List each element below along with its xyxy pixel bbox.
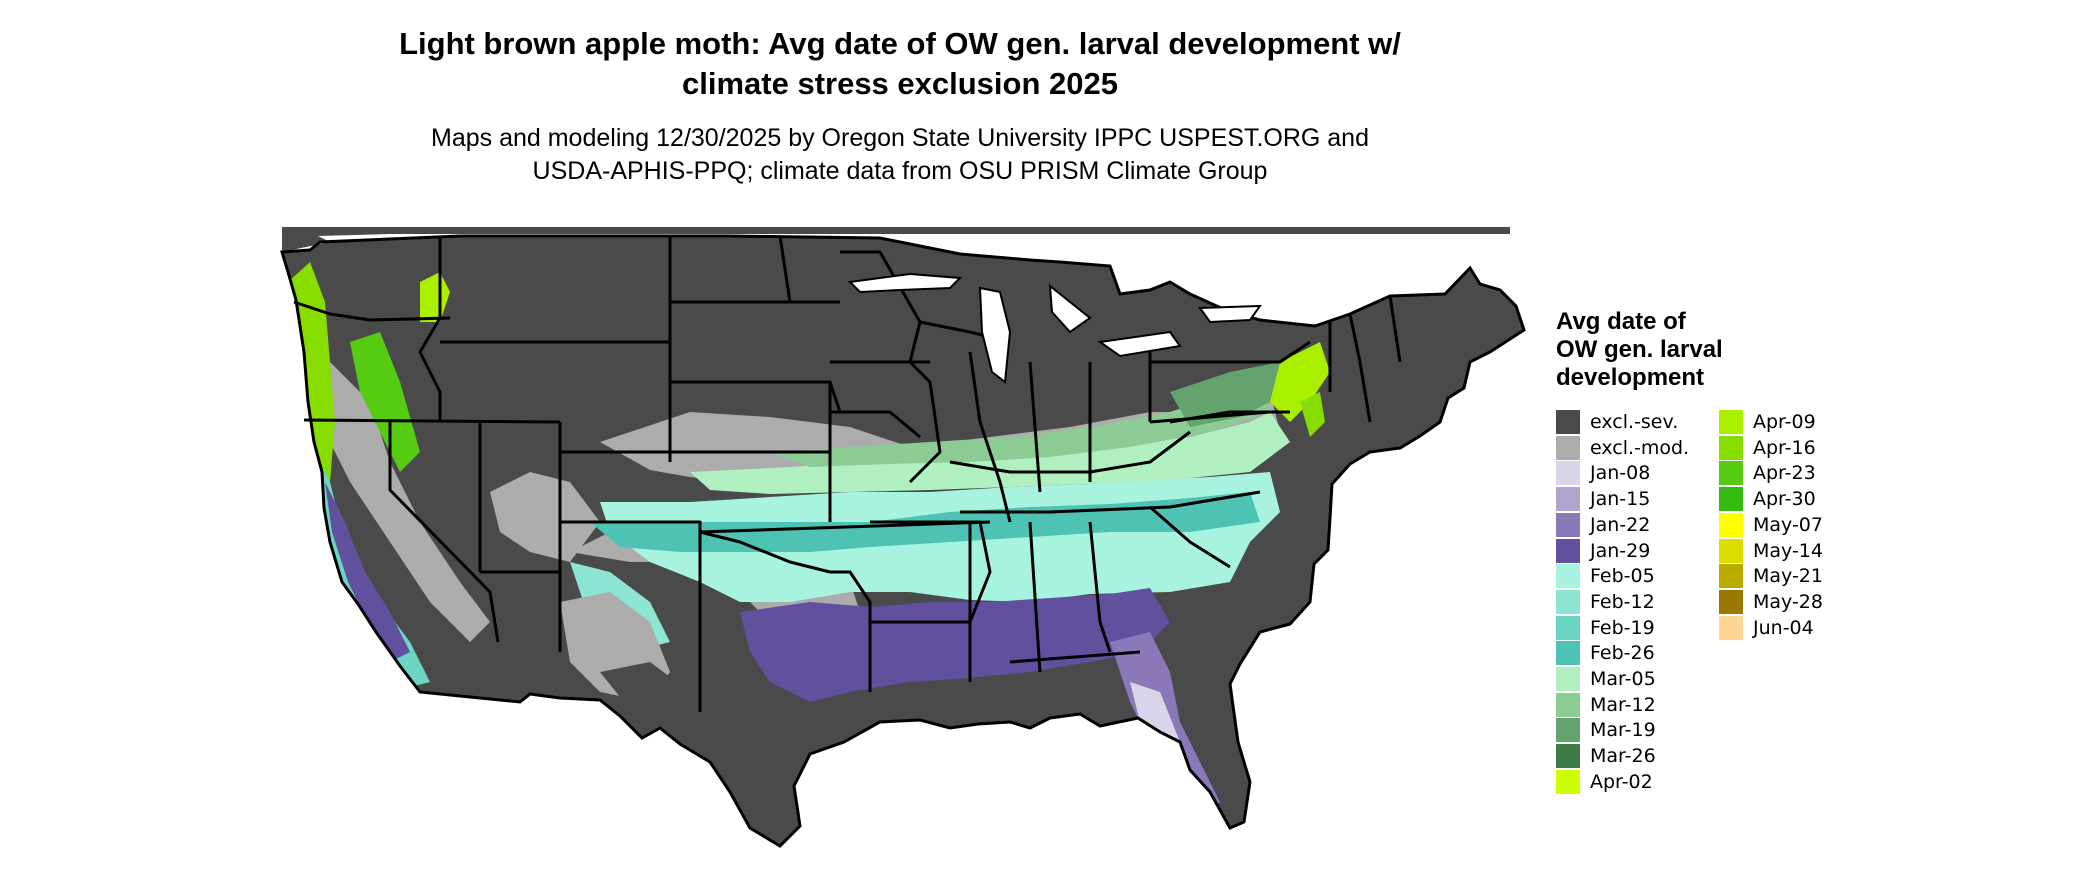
map-subtitle-line-2: USDA-APHIS-PPQ; climate data from OSU PR… xyxy=(532,157,1268,185)
legend-label: Apr-16 xyxy=(1753,437,1816,459)
legend-label: Feb-19 xyxy=(1590,617,1655,639)
legend-swatch xyxy=(1719,410,1743,434)
legend-label: Jan-08 xyxy=(1590,462,1651,484)
legend-label: Jan-15 xyxy=(1590,488,1651,510)
legend-label: May-28 xyxy=(1753,591,1823,613)
legend-swatch xyxy=(1556,770,1580,794)
legend-label: Apr-30 xyxy=(1753,488,1816,510)
legend-swatch xyxy=(1556,461,1580,485)
legend-swatch xyxy=(1556,539,1580,563)
legend-swatch xyxy=(1719,487,1743,511)
legend-label: Mar-26 xyxy=(1590,745,1656,767)
legend-label: excl.-mod. xyxy=(1590,437,1690,459)
legend-label: Feb-26 xyxy=(1590,642,1655,664)
legend-swatch xyxy=(1719,616,1743,640)
legend-title-line-3: development xyxy=(1556,364,1705,391)
legend-swatch xyxy=(1719,436,1743,460)
legend-label: May-07 xyxy=(1753,514,1823,536)
legend-swatch xyxy=(1719,513,1743,537)
legend-swatch xyxy=(1556,436,1580,460)
legend-swatch xyxy=(1556,616,1580,640)
legend-label: Apr-02 xyxy=(1590,771,1653,793)
legend-swatch xyxy=(1719,590,1743,614)
legend-swatch xyxy=(1719,461,1743,485)
map-title-line-1: Light brown apple moth: Avg date of OW g… xyxy=(399,26,1401,61)
legend-label: Mar-19 xyxy=(1590,719,1656,741)
us-development-date-map xyxy=(280,227,1526,848)
legend-swatch xyxy=(1556,667,1580,691)
legend-title-line-1: Avg date of xyxy=(1556,308,1686,335)
legend-swatch xyxy=(1556,590,1580,614)
legend-swatch xyxy=(1556,513,1580,537)
legend-swatch xyxy=(1556,744,1580,768)
legend-label: Jun-04 xyxy=(1753,617,1814,639)
map-title-line-2: climate stress exclusion 2025 xyxy=(682,66,1118,101)
legend-label: Apr-23 xyxy=(1753,462,1816,484)
legend-swatch xyxy=(1556,693,1580,717)
legend-title-line-2: OW gen. larval xyxy=(1556,336,1723,363)
legend-label: excl.-sev. xyxy=(1590,411,1679,433)
legend-label: May-14 xyxy=(1753,540,1823,562)
legend-label: Mar-05 xyxy=(1590,668,1656,690)
legend-swatch xyxy=(1719,564,1743,588)
legend-swatch xyxy=(1556,564,1580,588)
legend-swatch xyxy=(1556,410,1580,434)
legend-swatch xyxy=(1556,641,1580,665)
legend-label: Jan-29 xyxy=(1590,540,1651,562)
legend-swatch xyxy=(1719,539,1743,563)
legend-label: Apr-09 xyxy=(1753,411,1816,433)
legend-label: Jan-22 xyxy=(1590,514,1651,536)
map-subtitle-line-1: Maps and modeling 12/30/2025 by Oregon S… xyxy=(431,124,1369,152)
legend-swatch xyxy=(1556,487,1580,511)
legend-swatch xyxy=(1556,718,1580,742)
legend-label: Mar-12 xyxy=(1590,694,1656,716)
great-lakes xyxy=(847,272,1262,384)
legend-label: May-21 xyxy=(1753,565,1823,587)
legend-label: Feb-12 xyxy=(1590,591,1655,613)
legend-label: Feb-05 xyxy=(1590,565,1655,587)
